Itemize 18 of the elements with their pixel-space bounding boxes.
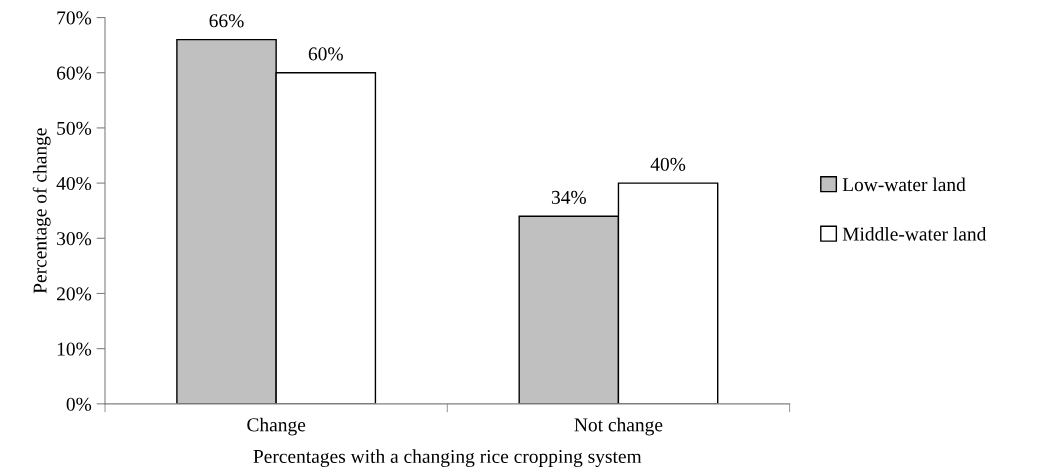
- x-tick-label: Not change: [574, 417, 663, 436]
- data-label: 66%: [209, 14, 244, 28]
- y-tick-label: 30%: [57, 232, 92, 246]
- y-tick-label: 70%: [57, 11, 92, 25]
- data-label: 40%: [650, 157, 686, 171]
- y-tick-label: 10%: [57, 342, 92, 356]
- y-tick-label: 60%: [57, 66, 92, 80]
- y-tick-label: 0%: [66, 397, 92, 411]
- data-label: 34%: [551, 190, 586, 204]
- y-tick-label: 20%: [57, 287, 92, 301]
- data-label: 60%: [308, 47, 343, 61]
- y-tick-label: 50%: [57, 121, 92, 135]
- x-tick-label: Change: [247, 417, 306, 436]
- y-axis-title: Percentage of change: [32, 128, 51, 294]
- legend-label: Low-water land: [842, 177, 966, 192]
- y-tick-label: 40%: [56, 176, 92, 191]
- x-axis-title: Percentages with a changing rice cropping system: [253, 449, 642, 467]
- legend-label: Middle-water land: [842, 226, 987, 241]
